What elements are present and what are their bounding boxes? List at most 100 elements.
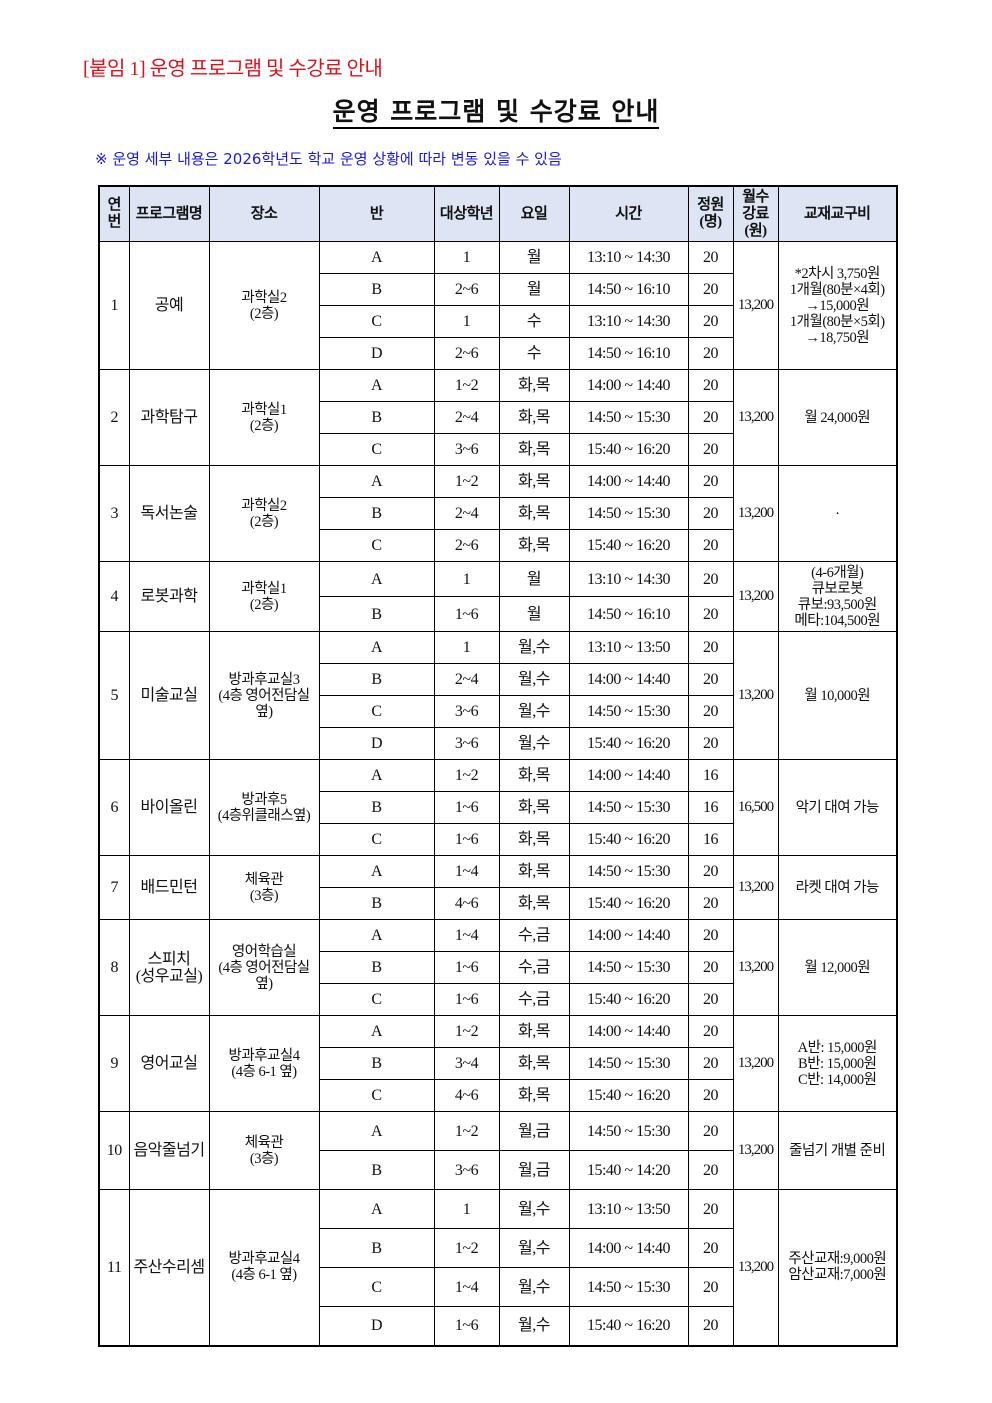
table-row: 11 주산수리셈 방과후교실4 (4층 6-1 옆) A 1 월,수 13:10 ~ 13:…	[98, 1189, 898, 1346]
time-cell: 13:10 ~ 14:30	[568, 305, 689, 338]
program-number: 10	[98, 1111, 130, 1190]
program-place: 체육관 (3층)	[208, 1111, 320, 1190]
program-place: 체육관 (3층)	[208, 855, 320, 920]
capacity-cell: 20	[687, 1079, 734, 1112]
day-cell: 화,목	[498, 887, 570, 920]
class-cell: D	[318, 1306, 435, 1346]
program-number: 1	[98, 241, 130, 370]
day-cell: 월	[498, 241, 570, 274]
grade-cell: 1~6	[433, 791, 500, 824]
grade-cell: 1~6	[433, 983, 500, 1016]
day-cell: 화,목	[498, 791, 570, 824]
header-col-grade: 대상학년	[433, 185, 500, 242]
grade-cell: 1	[433, 305, 500, 338]
day-cell: 화,목	[498, 401, 570, 434]
day-cell: 월,수	[498, 1189, 570, 1229]
table-row: 7 배드민턴 체육관 (3층) A 1~4 화,목 14:50 ~ 15:30 20 13,20…	[98, 855, 898, 920]
capacity-cell: 20	[687, 401, 734, 434]
day-cell: 수	[498, 337, 570, 370]
header-col-materials: 교재교구비	[777, 185, 898, 242]
program-number: 6	[98, 759, 130, 856]
grade-cell: 1~2	[433, 1015, 500, 1048]
header-col-program: 프로그램명	[128, 185, 210, 242]
time-cell: 15:40 ~ 16:20	[568, 529, 689, 562]
capacity-cell: 20	[687, 1228, 734, 1268]
grade-cell: 2~6	[433, 337, 500, 370]
class-cell: A	[318, 1015, 435, 1048]
class-cell: C	[318, 1079, 435, 1112]
table-row: C 3~6 화,목 15:40 ~ 16:20 20	[99, 433, 897, 466]
day-cell: 수	[498, 305, 570, 338]
grade-cell: 1~2	[433, 1111, 500, 1151]
time-cell: 14:00 ~ 14:40	[568, 663, 689, 696]
capacity-cell: 20	[687, 727, 734, 760]
capacity-cell: 20	[687, 631, 734, 664]
monthly-fee: 13,200	[732, 561, 779, 632]
table-row: B 2~4 월,수 14:00 ~ 14:40 20	[99, 663, 897, 696]
program-place: 과학실2 (2층)	[208, 465, 320, 562]
header-col-time: 시간	[568, 185, 689, 242]
time-cell: 14:50 ~ 15:30	[568, 695, 689, 728]
table-row: C 1~6 수,금 15:40 ~ 16:20 20	[99, 983, 897, 1016]
class-cell: B	[318, 663, 435, 696]
capacity-cell: 16	[687, 791, 734, 824]
time-cell: 14:00 ~ 14:40	[568, 1015, 689, 1048]
time-cell: 14:00 ~ 14:40	[568, 919, 689, 952]
table-row: C 1~6 화,목 15:40 ~ 16:20 16	[99, 823, 897, 856]
capacity-cell: 20	[687, 1047, 734, 1080]
table-row: C 1~4 월,수 14:50 ~ 15:30 20	[99, 1267, 897, 1307]
materials-fee: 라켓 대여 가능	[777, 855, 898, 920]
time-cell: 13:10 ~ 14:30	[568, 241, 689, 274]
day-cell: 화,목	[498, 433, 570, 466]
header-col-place: 장소	[208, 185, 320, 242]
day-cell: 화,목	[498, 497, 570, 530]
class-cell: C	[318, 1267, 435, 1307]
day-cell: 월,금	[498, 1111, 570, 1151]
table-row: B 1~2 월,수 14:00 ~ 14:40 20	[99, 1228, 897, 1268]
notice-text: ※ 운영 세부 내용은 2026학년도 학교 운영 상황에 따라 변동 있을 수…	[95, 150, 562, 168]
class-cell: C	[318, 823, 435, 856]
table-row: 1 공예 과학실2 (2층) A 1 월 13:10 ~ 14:30 20 13,200 *2차시…	[98, 241, 898, 370]
capacity-cell: 20	[687, 951, 734, 984]
grade-cell: 1~6	[433, 951, 500, 984]
table-row: C 2~6 화,목 15:40 ~ 16:20 20	[99, 529, 897, 562]
table-row: D 2~6 수 14:50 ~ 16:10 20	[99, 337, 897, 370]
class-cell: A	[318, 1189, 435, 1229]
class-cell: B	[318, 497, 435, 530]
materials-fee: 악기 대여 가능	[777, 759, 898, 856]
grade-cell: 1~2	[433, 465, 500, 498]
grade-cell: 4~6	[433, 887, 500, 920]
class-cell: B	[318, 1228, 435, 1268]
time-cell: 14:50 ~ 15:30	[568, 855, 689, 888]
class-cell: A	[318, 855, 435, 888]
table-row: B 3~6 월,금 15:40 ~ 14:20 20	[99, 1150, 897, 1190]
time-cell: 14:50 ~ 16:10	[568, 273, 689, 306]
monthly-fee: 13,200	[732, 465, 779, 562]
time-cell: 13:10 ~ 13:50	[568, 1189, 689, 1229]
grade-cell: 3~4	[433, 1047, 500, 1080]
header-col-capacity: 정원 (명)	[687, 185, 734, 242]
program-place: 방과후5 (4층위클래스옆)	[208, 759, 320, 856]
day-cell: 수,금	[498, 919, 570, 952]
capacity-cell: 20	[687, 695, 734, 728]
capacity-cell: 20	[687, 465, 734, 498]
grade-cell: 4~6	[433, 1079, 500, 1112]
time-cell: 14:50 ~ 15:30	[568, 1111, 689, 1151]
table-row: B 1~6 화,목 14:50 ~ 15:30 16	[99, 791, 897, 824]
class-cell: C	[318, 695, 435, 728]
day-cell: 화,목	[498, 369, 570, 402]
class-cell: A	[318, 369, 435, 402]
program-number: 7	[98, 855, 130, 920]
day-cell: 월,수	[498, 727, 570, 760]
grade-cell: 3~6	[433, 1150, 500, 1190]
table-row: 9 영어교실 방과후교실4 (4층 6-1 옆) A 1~2 화,목 14:00 ~ 14:…	[98, 1015, 898, 1112]
day-cell: 화,목	[498, 823, 570, 856]
capacity-cell: 20	[687, 983, 734, 1016]
table-row: C 4~6 화,목 15:40 ~ 16:20 20	[99, 1079, 897, 1112]
materials-fee: *2차시 3,750원 1개월(80분×4회) →15,000원 1개월(80분…	[777, 241, 898, 370]
class-cell: B	[318, 791, 435, 824]
capacity-cell: 20	[687, 273, 734, 306]
day-cell: 월,수	[498, 1228, 570, 1268]
time-cell: 15:40 ~ 16:20	[568, 433, 689, 466]
monthly-fee: 13,200	[732, 631, 779, 760]
